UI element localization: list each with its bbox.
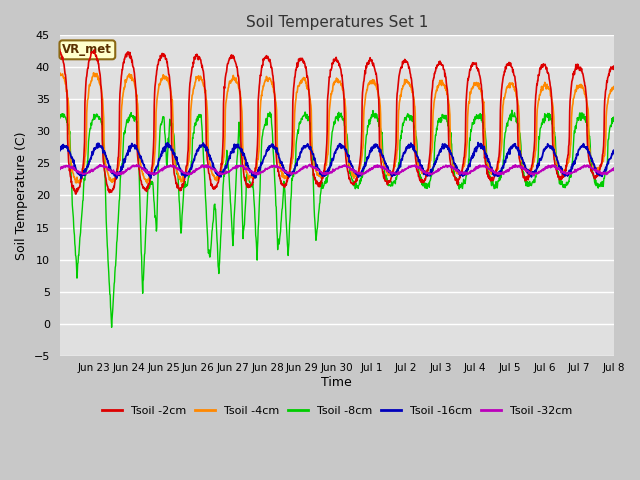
Legend: Tsoil -2cm, Tsoil -4cm, Tsoil -8cm, Tsoil -16cm, Tsoil -32cm: Tsoil -2cm, Tsoil -4cm, Tsoil -8cm, Tsoi… (97, 402, 576, 420)
Title: Soil Temperatures Set 1: Soil Temperatures Set 1 (246, 15, 428, 30)
X-axis label: Time: Time (321, 376, 352, 389)
Text: VR_met: VR_met (63, 43, 112, 56)
Y-axis label: Soil Temperature (C): Soil Temperature (C) (15, 131, 28, 260)
